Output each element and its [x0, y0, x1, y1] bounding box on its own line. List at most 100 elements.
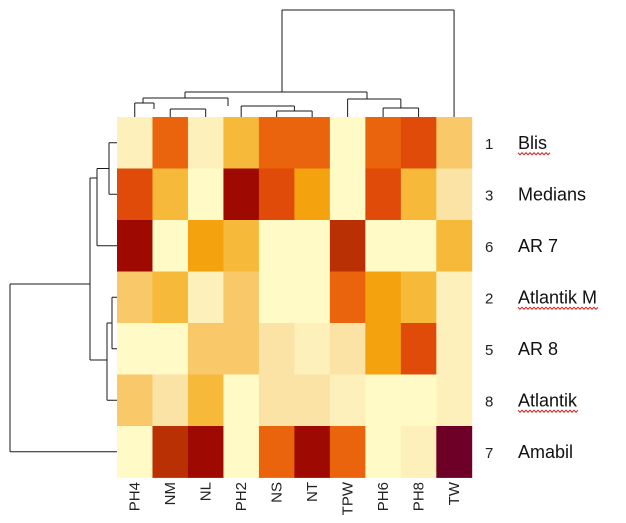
heatmap-cell [187, 271, 224, 324]
spellcheck-underline [517, 409, 579, 413]
column-label: PH4 [127, 482, 144, 511]
column-label: PH8 [411, 482, 428, 511]
heatmap-cell [294, 426, 331, 478]
row-number-label: 5 [485, 342, 493, 359]
spellcheck-underline [517, 152, 551, 156]
spellcheck-underline [517, 306, 599, 310]
heatmap-cell [187, 323, 224, 375]
column-label: NT [304, 482, 321, 502]
heatmap-cell [400, 374, 437, 427]
heatmap-cell [152, 323, 189, 375]
heatmap-cell [436, 426, 473, 478]
heatmap-cell [436, 323, 473, 375]
heatmap-cell [223, 323, 260, 375]
heatmap-cell [152, 117, 189, 169]
heatmap-cell [365, 117, 402, 169]
heatmap-cell [329, 117, 366, 169]
heatmap-cell [258, 323, 295, 375]
row-name-label: Atlantik M [518, 287, 597, 307]
heatmap-cell [436, 220, 473, 272]
column-dendrogram [134, 9, 455, 117]
column-label: TPW [340, 481, 357, 515]
heatmap-cell [365, 374, 402, 427]
heatmap-cell [258, 117, 295, 169]
heatmap-cell [258, 271, 295, 324]
heatmap-cell [294, 220, 331, 272]
heatmap-cell [436, 374, 473, 427]
heatmap-cell [329, 271, 366, 324]
heatmap-cell [294, 168, 331, 221]
heatmap-cell [329, 323, 366, 375]
heatmap-cell [187, 374, 224, 427]
heatmap-cell [365, 323, 402, 375]
heatmap-cell [152, 220, 189, 272]
heatmap-cell [117, 374, 153, 427]
heatmap-cell [258, 168, 295, 221]
heatmap-cell [400, 168, 437, 221]
heatmap-cell [294, 323, 331, 375]
heatmap-cell [365, 168, 402, 221]
heatmap-cell [294, 271, 331, 324]
heatmap-cell [436, 117, 473, 169]
heatmap-cell [187, 220, 224, 272]
heatmap-cell [365, 426, 402, 478]
heatmap-cell [329, 374, 366, 427]
row-name-label: AR 8 [518, 339, 558, 359]
heatmap-cell [117, 271, 153, 324]
heatmap-cell [223, 220, 260, 272]
row-dendrogram [9, 142, 117, 453]
heatmap-cell [294, 374, 331, 427]
heatmap-cell [152, 426, 189, 478]
row-number-label: 3 [485, 187, 493, 204]
heatmap-cell [436, 271, 473, 324]
heatmap-cell [294, 117, 331, 169]
row-number-label: 8 [485, 393, 493, 410]
heatmap-cell [400, 117, 437, 169]
heatmap-cell [117, 168, 153, 221]
column-label: NM [162, 482, 179, 505]
heatmap-cell [187, 426, 224, 478]
heatmap-cell [117, 323, 153, 375]
heatmap-cell [223, 374, 260, 427]
column-label: NL [198, 482, 215, 501]
heatmap-cell [329, 426, 366, 478]
column-label: TW [446, 481, 463, 505]
row-name-label: Medians [518, 184, 586, 204]
row-number-label: 1 [485, 136, 493, 153]
column-label: NS [269, 482, 286, 503]
heatmap-cell [258, 374, 295, 427]
row-name-label: Atlantik [518, 390, 578, 410]
heatmap-cell [329, 220, 366, 272]
heatmap-cell [187, 117, 224, 169]
heatmap-cell [223, 168, 260, 221]
heatmap-cell [258, 220, 295, 272]
heatmap-cell [400, 426, 437, 478]
row-name-label: Amabil [518, 442, 573, 462]
heatmap-cell [400, 271, 437, 324]
row-name-label: Blis [518, 133, 547, 153]
heatmap-cell [400, 220, 437, 272]
row-labels: 1 Blis 3 Medians 6 AR 7 2 Atlantik M 5 AR 8 8 Atlan… [485, 133, 599, 462]
heatmap-cell [400, 323, 437, 375]
heatmap-cell [152, 374, 189, 427]
heatmap-cell [152, 271, 189, 324]
heatmap-cells [117, 117, 473, 478]
heatmap-cell [436, 168, 473, 221]
heatmap-cell [365, 271, 402, 324]
column-label: PH2 [233, 482, 250, 511]
row-number-label: 2 [485, 290, 493, 307]
column-label: PH6 [375, 482, 392, 511]
column-labels: PH4 NM NL PH2 NS NT TPW PH6 PH8 TW [127, 481, 463, 515]
heatmap-cell [117, 117, 153, 169]
heatmap-cell [117, 220, 153, 272]
heatmap-cell [329, 168, 366, 221]
row-name-label: AR 7 [518, 236, 558, 256]
heatmap-cell [117, 426, 153, 478]
heatmap-cell [223, 271, 260, 324]
row-number-label: 6 [485, 239, 493, 256]
heatmap-cell [223, 117, 260, 169]
heatmap-cell [258, 426, 295, 478]
heatmap-cell [365, 220, 402, 272]
heatmap-cell [223, 426, 260, 478]
